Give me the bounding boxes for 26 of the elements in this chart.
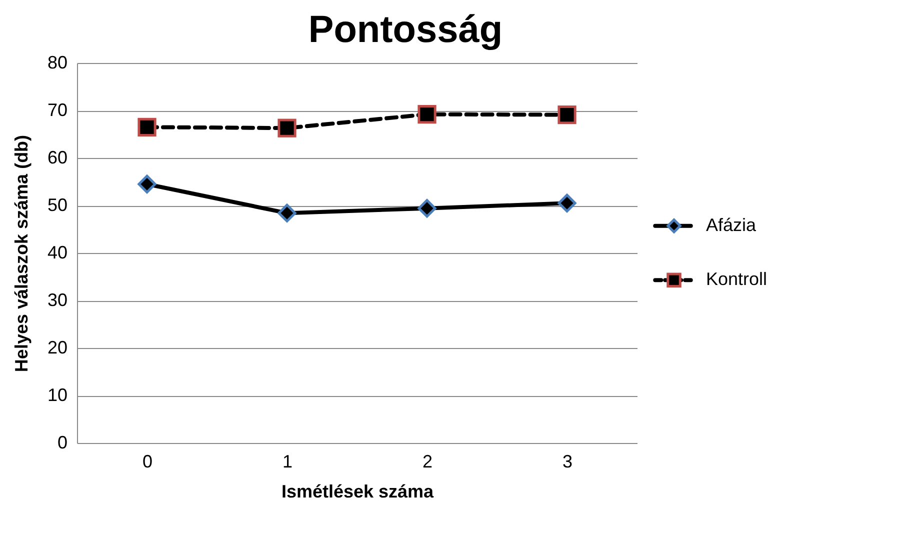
y-tick-label: 70: [47, 100, 68, 120]
point: [278, 204, 296, 222]
y-tick-label: 10: [47, 385, 68, 405]
y-tick-label: 80: [47, 52, 68, 72]
y-tick-label: 40: [47, 242, 68, 262]
chart-title: Pontosság: [308, 9, 503, 51]
y-tick-label: 30: [47, 290, 68, 310]
x-tick-label: 3: [562, 452, 573, 472]
point: [418, 104, 436, 124]
y-tick-label: 0: [57, 432, 68, 452]
x-tick-label: 0: [142, 452, 153, 472]
y-tick-label: 60: [47, 148, 68, 168]
y-axis-title: Helyes válaszok száma (db): [11, 134, 32, 372]
point: [138, 118, 156, 136]
point: [558, 105, 576, 124]
legend-label: Kontroll: [706, 269, 768, 290]
y-tick-label: 20: [47, 338, 68, 358]
point: [558, 194, 576, 212]
point: [138, 174, 156, 194]
point: [278, 118, 296, 138]
x-tick-label: 2: [422, 452, 433, 472]
legend-label: Afázia: [706, 214, 758, 235]
x-tick-label: 1: [282, 452, 293, 472]
x-axis-title: Ismétlések száma: [281, 482, 435, 502]
y-tick-label: 50: [47, 195, 68, 215]
point: [418, 199, 436, 218]
